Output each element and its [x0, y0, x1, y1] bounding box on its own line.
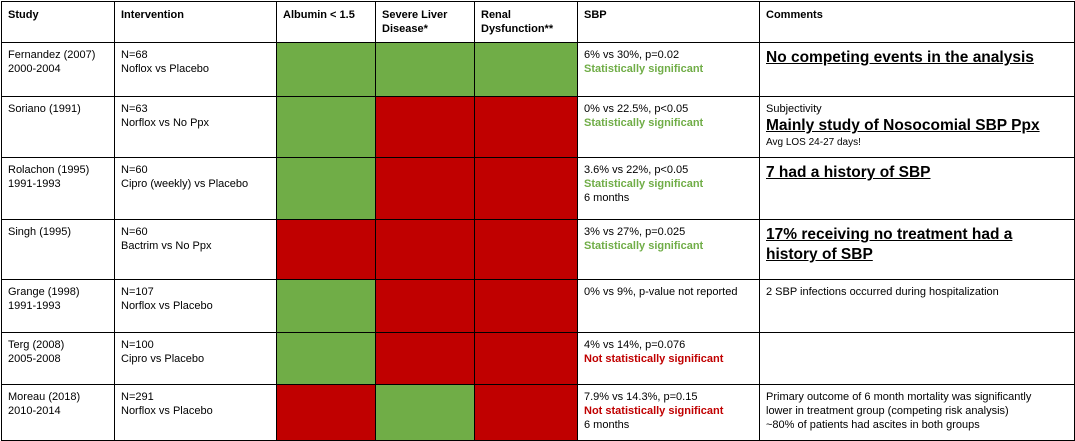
study-cell: Terg (2008) 2005-2008	[1, 332, 115, 385]
renal-status-cell	[474, 42, 578, 97]
sbp-cell: 4% vs 14%, p=0.076 Not statistically sig…	[577, 332, 760, 385]
study-cell: Fernandez (2007) 2000-2004	[1, 42, 115, 97]
comment-highlight: 17% receiving no treatment had a history…	[766, 226, 1013, 263]
liver-status-cell	[375, 96, 475, 158]
significance-label: Statistically significant	[584, 178, 704, 190]
comments-cell	[759, 332, 1075, 385]
renal-status-cell	[474, 219, 578, 280]
intervention-cell: N=68 Noflox vs Placebo	[114, 42, 277, 97]
header-comments: Comments	[759, 1, 1075, 43]
significance-label: Not statistically significant	[584, 353, 724, 365]
comments-cell: No competing events in the analysis	[759, 42, 1075, 97]
albumin-status-cell	[276, 332, 376, 385]
comment-highlight: No competing events in the analysis	[766, 49, 1034, 66]
comment-highlight: Mainly study of Nosocomial SBP Ppx	[766, 117, 1040, 134]
study-cell: Grange (1998) 1991-1993	[1, 279, 115, 333]
liver-status-cell	[375, 219, 475, 280]
sbp-cell: 0% vs 9%, p-value not reported	[577, 279, 760, 333]
comments-cell: 7 had a history of SBP	[759, 157, 1075, 220]
liver-status-cell	[375, 42, 475, 97]
header-sbp: SBP	[577, 1, 760, 43]
table-row: Fernandez (2007) 2000-2004 N=68 Noflox v…	[1, 42, 1075, 97]
albumin-status-cell	[276, 42, 376, 97]
comment-highlight: 7 had a history of SBP	[766, 164, 931, 181]
comments-cell: Primary outcome of 6 month mortality was…	[759, 384, 1075, 441]
renal-status-cell	[474, 96, 578, 158]
albumin-status-cell	[276, 96, 376, 158]
study-cell: Singh (1995)	[1, 219, 115, 280]
sbp-cell: 0% vs 22.5%, p<0.05 Statistically signif…	[577, 96, 760, 158]
header-renal-dysfunction: Renal Dysfunction**	[474, 1, 578, 43]
significance-label: Statistically significant	[584, 240, 704, 252]
liver-status-cell	[375, 332, 475, 385]
significance-label: Statistically significant	[584, 117, 704, 129]
liver-status-cell	[375, 384, 475, 441]
intervention-cell: N=63 Norflox vs No Ppx	[114, 96, 277, 158]
albumin-status-cell	[276, 279, 376, 333]
study-cell: Moreau (2018) 2010-2014	[1, 384, 115, 441]
table-row: Moreau (2018) 2010-2014 N=291 Norflox vs…	[1, 384, 1075, 441]
table-row: Soriano (1991) N=63 Norflox vs No Ppx 0%…	[1, 96, 1075, 158]
albumin-status-cell	[276, 219, 376, 280]
sbp-cell: 3% vs 27%, p=0.025 Statistically signifi…	[577, 219, 760, 280]
sbp-cell: 3.6% vs 22%, p<0.05 Statistically signif…	[577, 157, 760, 220]
study-cell: Soriano (1991)	[1, 96, 115, 158]
renal-status-cell	[474, 279, 578, 333]
header-albumin: Albumin < 1.5	[276, 1, 376, 43]
liver-status-cell	[375, 157, 475, 220]
header-study: Study	[1, 1, 115, 43]
sbp-cell: 6% vs 30%, p=0.02 Statistically signific…	[577, 42, 760, 97]
header-intervention: Intervention	[114, 1, 277, 43]
intervention-cell: N=107 Norflox vs Placebo	[114, 279, 277, 333]
renal-status-cell	[474, 332, 578, 385]
renal-status-cell	[474, 384, 578, 441]
header-severe-liver-disease: Severe Liver Disease*	[375, 1, 475, 43]
header-row: Study Intervention Albumin < 1.5 Severe …	[1, 1, 1075, 43]
sbp-cell: 7.9% vs 14.3%, p=0.15 Not statistically …	[577, 384, 760, 441]
intervention-cell: N=291 Norflox vs Placebo	[114, 384, 277, 441]
comments-cell: 2 SBP infections occurred during hospita…	[759, 279, 1075, 333]
intervention-cell: N=60 Cipro (weekly) vs Placebo	[114, 157, 277, 220]
table-row: Singh (1995) N=60 Bactrim vs No Ppx 3% v…	[1, 219, 1075, 280]
study-cell: Rolachon (1995) 1991-1993	[1, 157, 115, 220]
intervention-cell: N=100 Cipro vs Placebo	[114, 332, 277, 385]
significance-label: Statistically significant	[584, 63, 704, 75]
table-row: Terg (2008) 2005-2008 N=100 Cipro vs Pla…	[1, 332, 1075, 385]
table-row: Grange (1998) 1991-1993 N=107 Norflox vs…	[1, 279, 1075, 333]
renal-status-cell	[474, 157, 578, 220]
table-row: Rolachon (1995) 1991-1993 N=60 Cipro (we…	[1, 157, 1075, 220]
albumin-status-cell	[276, 157, 376, 220]
liver-status-cell	[375, 279, 475, 333]
intervention-cell: N=60 Bactrim vs No Ppx	[114, 219, 277, 280]
comments-cell: 17% receiving no treatment had a history…	[759, 219, 1075, 280]
significance-label: Not statistically significant	[584, 405, 724, 417]
comments-cell: Subjectivity Mainly study of Nosocomial …	[759, 96, 1075, 158]
albumin-status-cell	[276, 384, 376, 441]
